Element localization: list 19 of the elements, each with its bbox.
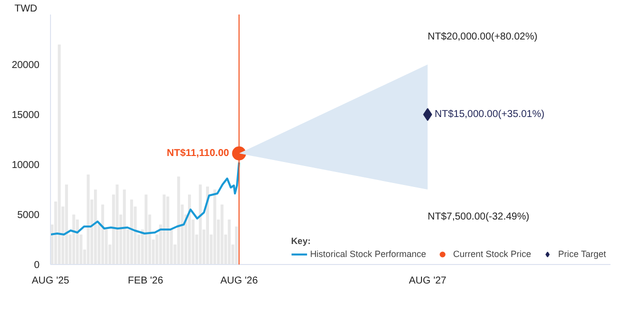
- y-tick-label: 0: [34, 260, 40, 271]
- y-tick-label: 5000: [17, 210, 40, 221]
- x-tick-label: FEB '26: [128, 276, 164, 286]
- y-tick-label: 15000: [12, 110, 40, 121]
- legend-label: Current Stock Price: [453, 248, 532, 260]
- x-tick-label: AUG '25: [32, 276, 70, 286]
- annotation: NT$11,110.00: [166, 148, 230, 159]
- y-tick-label: 20000: [12, 60, 40, 71]
- x-tick-label: AUG '27: [408, 276, 447, 286]
- legend-label: Price Target: [558, 248, 606, 260]
- x-tick-label: AUG '26: [220, 276, 258, 286]
- line-series: [50, 162, 240, 236]
- y-tick-label: 10000: [12, 160, 40, 171]
- annotation: NT$15,000.00(+35.01%): [434, 109, 544, 120]
- legend-title: Key:: [291, 236, 312, 246]
- annotation: NT$7,500.00(-32.49%): [428, 212, 530, 222]
- annotation: NT$20,000.00(+80.02%): [428, 32, 538, 42]
- y-axis-title: TWD: [14, 4, 38, 14]
- legend-label: Historical Stock Performance: [310, 248, 426, 260]
